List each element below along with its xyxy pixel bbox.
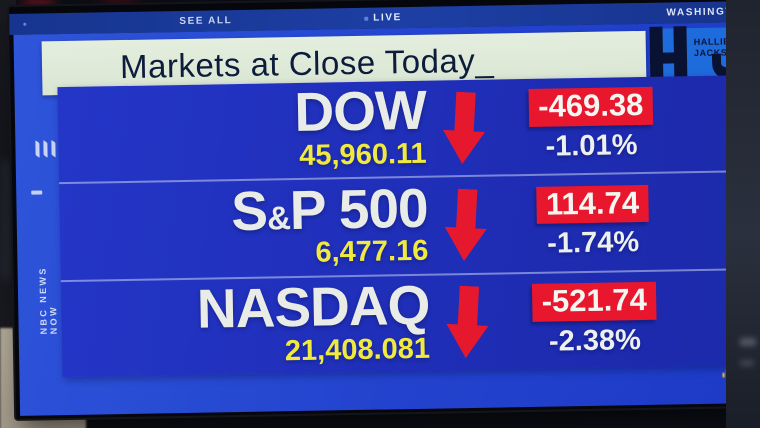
- dash-mark-icon: [31, 190, 43, 195]
- index-block: DOW 45,960.11: [58, 79, 427, 177]
- background-red-glow: [22, 0, 56, 10]
- see-all-label: SEE ALL: [179, 15, 233, 28]
- change-block: -521.74 -2.38%: [505, 281, 684, 359]
- channel-name-vertical: NBC NEWS NOW: [37, 266, 59, 335]
- live-dot-icon: [364, 16, 369, 21]
- index-name: NASDAQ: [196, 273, 430, 340]
- background-smudge: [740, 338, 756, 346]
- change-points: -521.74: [532, 281, 657, 322]
- live-indicator: LIVE: [364, 12, 402, 24]
- logo-letter-h: [649, 52, 688, 64]
- change-points: 114.74: [536, 184, 649, 225]
- markets-panel: DOW 45,960.11 -469.38 -1.01% S&P 500 6,4…: [57, 75, 747, 378]
- index-name: S&P 500: [230, 176, 429, 242]
- change-block: 114.74 -1.74%: [503, 184, 682, 262]
- live-label: LIVE: [373, 12, 402, 24]
- change-direction: [429, 286, 506, 359]
- market-row-dow: DOW 45,960.11 -469.38 -1.01%: [57, 75, 743, 182]
- change-direction: [426, 91, 503, 164]
- tv-screen: SEE ALL LIVE WASHINGTON Markets at Close…: [9, 0, 760, 419]
- change-percent: -2.38%: [548, 323, 642, 358]
- market-row-nasdaq: NASDAQ 21,408.081 -521.74 -2.38%: [60, 267, 747, 378]
- index-close-value: 6,477.16: [315, 234, 429, 269]
- down-arrow-icon: [443, 188, 489, 262]
- change-direction: [427, 188, 504, 261]
- index-block: NASDAQ 21,408.081: [61, 273, 431, 372]
- change-block: -469.38 -1.01%: [502, 87, 681, 165]
- index-close-value: 21,408.081: [284, 332, 431, 367]
- index-block: S&P 500 6,477.16: [59, 176, 429, 275]
- background-red-glow: [100, 0, 140, 8]
- down-arrow-icon: [445, 285, 491, 359]
- index-name: DOW: [293, 79, 427, 144]
- index-close-value: 45,960.11: [298, 137, 427, 172]
- down-arrow-icon: [441, 91, 487, 165]
- markets-board: Markets at Close Today_ HALLIE JACKSON N…: [13, 22, 759, 416]
- background-smudge: [2, 160, 10, 280]
- change-points: -469.38: [528, 87, 653, 127]
- market-row-sp500: S&P 500 6,477.16 114.74 -1.74%: [59, 170, 745, 280]
- change-percent: -1.01%: [545, 129, 638, 163]
- nbc-news-now-wave-icon: [15, 139, 59, 162]
- change-percent: -1.74%: [546, 226, 640, 260]
- room-right-edge: [726, 0, 760, 428]
- nav-bullet-icon: [23, 22, 27, 26]
- background-smudge: [740, 360, 754, 366]
